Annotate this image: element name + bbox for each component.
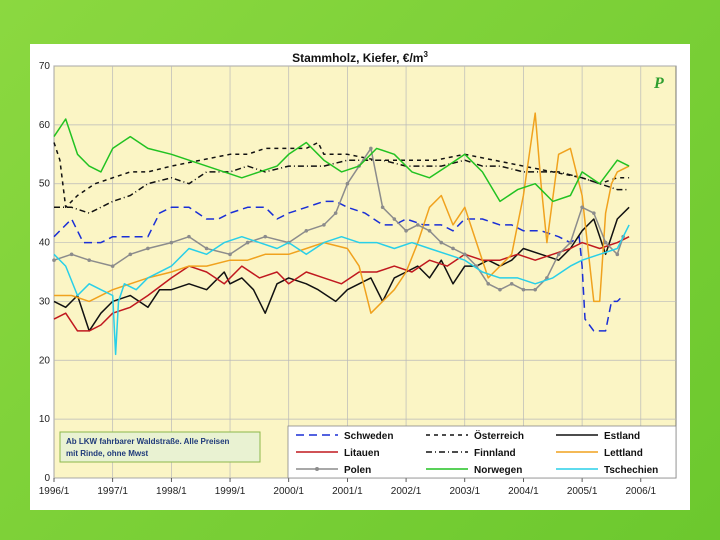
series-point-polen (439, 240, 444, 245)
y-tick-label: 50 (39, 179, 51, 190)
chart-title: Stammholz, Kiefer, €/m3 (292, 50, 428, 65)
series-point-polen (592, 211, 596, 215)
series-point-polen (228, 252, 232, 257)
legend-label-österreich: Österreich (474, 429, 524, 442)
chart-card: 0 10 20 30 40 50 60 70 1996/1 1997/1 1998/1 1999/1 2… (30, 44, 690, 510)
x-tick-label: 2003/1 (449, 486, 480, 497)
note-box: Ab LKW fahrbarer Waldstraße. Alle Preise… (59, 431, 261, 463)
legend-label-polen: Polen (344, 465, 371, 476)
logo-icon: P (653, 75, 664, 92)
series-point-polen (380, 205, 385, 210)
series-line-estland (53, 206, 630, 332)
series-point-polen (498, 287, 502, 292)
series-point-polen (533, 287, 537, 292)
y-tick-label: 60 (39, 120, 51, 131)
y-tick-label: 70 (39, 61, 51, 72)
series-point-polen (603, 240, 608, 245)
legend-label-estland: Estland (604, 431, 640, 442)
series-point-polen (146, 246, 150, 251)
chart-svg: 0 10 20 30 40 50 60 70 1996/1 1997/1 1998/1 1999/1 2… (39, 50, 677, 497)
legend: Schweden Österreich Estland Litauen Finnland… (287, 425, 677, 479)
series-point-polen (128, 252, 133, 257)
x-tick-label: 2002/1 (391, 486, 422, 497)
series-point-polen (52, 258, 56, 263)
x-tick-label: 2000/1 (273, 486, 304, 497)
axes: 0 10 20 30 40 50 60 70 1996/1 1997/1 1998/1 1999/1 2… (39, 61, 657, 497)
series-line-norwegen (53, 118, 630, 203)
legend-box (287, 425, 677, 479)
note-line-2: mit Rinde, ohne Mwst (66, 449, 149, 458)
series-point-polen (486, 281, 491, 286)
series-point-polen (556, 252, 561, 257)
series-point-polen (615, 252, 620, 257)
x-tick-label: 1998/1 (156, 486, 187, 497)
note-line-1: Ab LKW fahrbarer Waldstraße. Alle Preise… (66, 437, 230, 446)
series-line-litauen (53, 236, 630, 332)
series-point-polen (304, 229, 309, 233)
y-tick-label: 30 (39, 296, 51, 307)
series-point-polen (204, 246, 209, 251)
legend-label-schweden: Schweden (344, 431, 393, 442)
legend-label-norwegen: Norwegen (474, 465, 522, 476)
series-point-polen (187, 234, 191, 239)
x-tick-label: 2006/1 (625, 486, 656, 497)
series-point-polen (404, 229, 408, 233)
series-line-lettland (54, 112, 630, 314)
y-tick-label: 0 (44, 473, 50, 484)
series-point-polen (462, 252, 467, 257)
y-tick-label: 10 (39, 414, 51, 425)
series-point-polen (521, 287, 526, 292)
legend-label-litauen: Litauen (344, 448, 380, 459)
x-tick-label: 2004/1 (508, 486, 539, 497)
legend-label-finnland: Finnland (474, 448, 516, 459)
series-point-polen (580, 205, 584, 210)
series-point-polen (110, 264, 115, 268)
legend-label-lettland: Lettland (604, 448, 643, 459)
series-line-schweden (53, 200, 624, 332)
series-point-polen (263, 234, 268, 239)
x-tick-label: 1997/1 (97, 486, 128, 497)
x-tick-label: 1999/1 (215, 486, 246, 497)
series-point-polen (509, 281, 514, 286)
series-point-polen (451, 246, 455, 251)
legend-marker-polen (315, 467, 319, 471)
series-point-polen (568, 240, 573, 245)
series-lines (52, 112, 630, 356)
series-point-polen (69, 252, 74, 257)
series-point-polen (427, 229, 432, 233)
series-point-polen (322, 223, 326, 227)
x-tick-label: 2005/1 (567, 486, 598, 497)
x-tick-label: 1996/1 (39, 486, 70, 497)
series-point-polen (245, 240, 250, 245)
y-tick-label: 20 (39, 355, 51, 366)
series-point-polen (392, 217, 397, 221)
series-point-polen (169, 240, 174, 245)
series-point-polen (416, 223, 420, 227)
series-point-polen (345, 181, 350, 186)
series-point-polen (333, 211, 338, 215)
x-tick-label: 2001/1 (332, 486, 363, 497)
series-point-polen (369, 146, 373, 151)
y-tick-label: 40 (39, 238, 51, 249)
series-point-polen (87, 258, 92, 263)
series-line-tschechien (53, 224, 630, 356)
legend-label-tschechien: Tschechien (604, 465, 658, 476)
